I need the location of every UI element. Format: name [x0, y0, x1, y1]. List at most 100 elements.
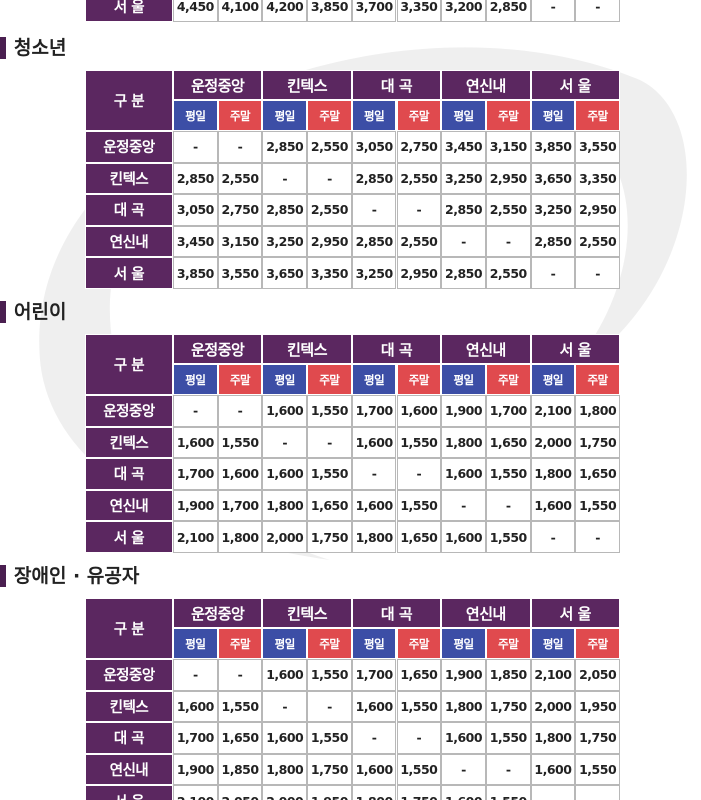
fare-cell: -	[217, 395, 263, 427]
fare-cell: 3,650	[530, 162, 576, 195]
fare-cell: -	[530, 257, 576, 289]
fare-cell: 2,950	[307, 225, 352, 258]
weekend-label: 주말	[396, 100, 442, 131]
fare-cell: 1,800	[351, 785, 397, 800]
station-header: 서 울	[530, 70, 620, 100]
fare-cell: 1,850	[217, 753, 263, 786]
station-header: 운정중앙	[173, 70, 263, 100]
station-header: 킨텍스	[262, 598, 352, 628]
fare-cell: 1,550	[575, 753, 620, 786]
fare-cell: 1,600	[441, 722, 486, 754]
fare-cell: 3,050	[351, 131, 397, 163]
fare-cell: -	[351, 194, 397, 226]
fare-cell: 2,100	[173, 785, 218, 800]
fare-cell: 1,600	[217, 458, 263, 490]
weekday-label: 평일	[441, 628, 486, 659]
fare-cell: -	[262, 690, 308, 723]
weekday-label: 평일	[262, 100, 308, 131]
fare-cell: 2,550	[575, 225, 620, 258]
row-label: 대 곡	[85, 194, 173, 226]
fare-cell: 3,250	[351, 257, 397, 289]
fare-cell: 1,550	[307, 722, 352, 754]
fare-cell: 2,000	[262, 521, 308, 553]
fare-cell: 3,700	[351, 0, 397, 22]
fare-cell: -	[396, 194, 442, 226]
fare-cell: 1,600	[351, 426, 397, 459]
row-label: 연신내	[85, 225, 173, 258]
fare-cell: 2,550	[396, 162, 442, 195]
fare-cell: 1,700	[173, 458, 218, 490]
fare-cell: 2,000	[530, 690, 576, 723]
weekday-label: 평일	[441, 100, 486, 131]
fare-cell: -	[575, 521, 620, 553]
weekday-label: 평일	[530, 100, 576, 131]
weekend-label: 주말	[485, 364, 531, 395]
weekend-label: 주말	[396, 364, 442, 395]
fare-cell: 2,050	[575, 659, 620, 691]
fare-cell: 1,550	[396, 489, 442, 522]
row-label: 대 곡	[85, 722, 173, 754]
fare-cell: 1,700	[351, 659, 397, 691]
weekend-label: 주말	[307, 100, 352, 131]
weekend-label: 주말	[396, 628, 442, 659]
fare-cell: 1,750	[575, 426, 620, 459]
fare-cell: 2,850	[351, 162, 397, 195]
fare-cell: 4,100	[217, 0, 263, 22]
fare-cell: 2,950	[396, 257, 442, 289]
fare-cell: 2,050	[217, 785, 263, 800]
fare-cell: 1,800	[217, 521, 263, 553]
fare-cell: 1,800	[530, 458, 576, 490]
weekend-label: 주말	[575, 628, 620, 659]
corner-label: 구 분	[85, 70, 173, 131]
weekday-label: 평일	[530, 364, 576, 395]
fare-cell: -	[262, 162, 308, 195]
fare-cell: 1,600	[173, 690, 218, 723]
fare-cell: 2,550	[217, 162, 263, 195]
fare-cell: -	[485, 225, 531, 258]
fare-cell: 1,650	[396, 659, 442, 691]
weekend-label: 주말	[485, 628, 531, 659]
fare-cell: 2,850	[530, 225, 576, 258]
fare-cell: 3,350	[575, 162, 620, 195]
section-heading: 청소년	[0, 37, 66, 59]
weekday-label: 평일	[173, 364, 218, 395]
fare-cell: -	[396, 458, 442, 490]
fare-cell: 1,800	[351, 521, 397, 553]
fare-cell: -	[173, 659, 218, 691]
fare-cell: -	[396, 722, 442, 754]
fare-cell: 1,600	[441, 785, 486, 800]
fare-cell: 2,550	[485, 257, 531, 289]
fare-cell: 2,100	[530, 395, 576, 427]
fare-cell: 1,800	[262, 753, 308, 786]
fare-cell: -	[485, 489, 531, 522]
fare-cell: 1,550	[485, 722, 531, 754]
fare-cell: -	[173, 131, 218, 163]
fare-cell: 1,750	[396, 785, 442, 800]
fare-cell: 2,550	[307, 131, 352, 163]
fare-cell: 1,600	[351, 753, 397, 786]
fare-cell: 2,950	[575, 194, 620, 226]
fare-cell: 1,950	[307, 785, 352, 800]
fare-cell: 1,800	[575, 395, 620, 427]
fare-cell: 2,850	[485, 0, 531, 22]
fare-cell: 1,600	[262, 659, 308, 691]
fare-cell: -	[441, 753, 486, 786]
fare-cell: 1,550	[307, 458, 352, 490]
fare-cell: 2,100	[173, 521, 218, 553]
fare-cell: 1,550	[575, 489, 620, 522]
station-header: 대 곡	[351, 70, 442, 100]
fare-cell: 1,600	[351, 489, 397, 522]
fare-cell: 2,550	[485, 194, 531, 226]
row-label: 연신내	[85, 489, 173, 522]
fare-cell: 3,550	[217, 257, 263, 289]
fare-cell: -	[575, 785, 620, 800]
fare-cell: 3,450	[173, 225, 218, 258]
fare-cell: -	[217, 131, 263, 163]
weekday-label: 평일	[351, 100, 397, 131]
fare-cell: 1,600	[396, 395, 442, 427]
row-label: 서 울	[85, 257, 173, 289]
fare-cell: 3,350	[396, 0, 442, 22]
fare-cell: -	[441, 225, 486, 258]
fare-cell: 1,700	[351, 395, 397, 427]
